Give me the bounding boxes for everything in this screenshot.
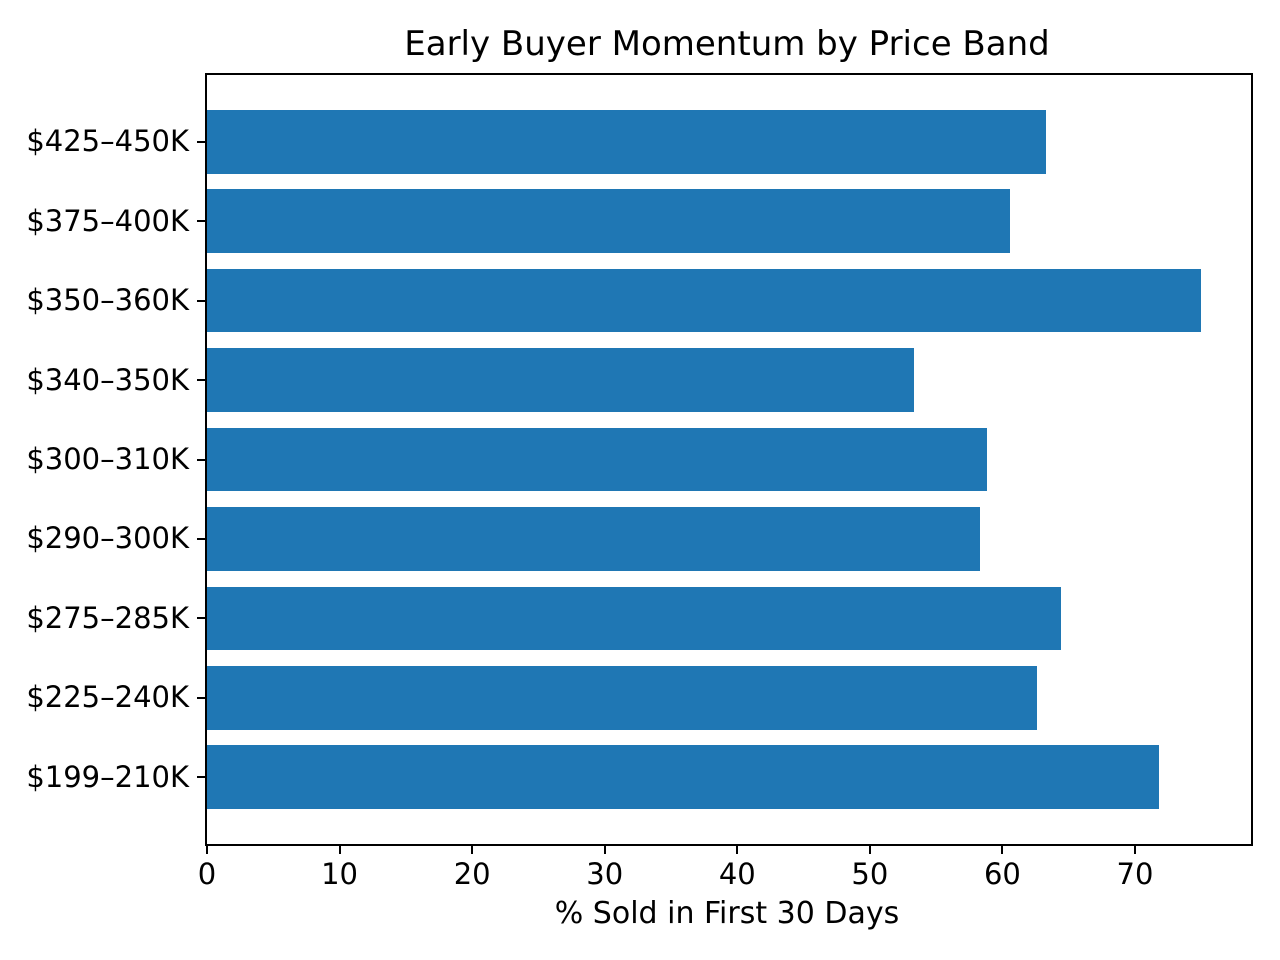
bar (207, 109, 1047, 174)
y-tick-label: $300–310K (26, 442, 189, 476)
x-tick-mark (471, 846, 474, 854)
y-tick-mark (197, 776, 205, 779)
bar (207, 586, 1061, 651)
y-tick-mark (197, 299, 205, 302)
bar (207, 507, 980, 571)
bar (207, 189, 1011, 253)
x-tick-mark (1001, 846, 1004, 854)
y-tick-mark (197, 537, 205, 540)
bar (207, 427, 987, 492)
y-tick-mark (197, 220, 205, 223)
x-tick-mark (206, 846, 208, 854)
x-tick-label: 0 (197, 857, 217, 891)
y-tick-label: $199–210K (26, 759, 189, 794)
chart-title: Early Buyer Momentum by Price Band (404, 24, 1050, 64)
x-tick-mark (1134, 846, 1136, 854)
y-tick-mark (197, 617, 205, 620)
x-tick-mark (603, 846, 606, 854)
bar (207, 268, 1202, 333)
x-tick-mark (736, 846, 739, 854)
y-tick-label: $225–240K (26, 680, 189, 715)
x-axis-label: % Sold in First 30 Days (554, 896, 900, 931)
y-tick-label: $350–360K (26, 283, 189, 318)
plot-area (205, 73, 1253, 846)
x-tick-label: 50 (851, 857, 889, 891)
x-tick-label: 60 (983, 857, 1021, 891)
y-tick-label: $275–285K (26, 600, 189, 635)
y-tick-mark (197, 696, 205, 699)
x-tick-mark (868, 846, 871, 854)
x-tick-label: 20 (453, 857, 491, 891)
y-tick-label: $290–300K (26, 521, 189, 556)
x-tick-label: 10 (321, 857, 359, 891)
y-tick-mark (197, 379, 205, 382)
y-tick-mark (197, 140, 205, 143)
y-tick-mark (197, 458, 205, 461)
x-tick-mark (338, 846, 341, 854)
y-tick-label: $340–350K (26, 362, 189, 397)
bar (207, 348, 914, 412)
bar (207, 666, 1037, 730)
bar (207, 745, 1159, 810)
x-tick-label: 70 (1116, 857, 1154, 891)
x-tick-label: 30 (586, 857, 624, 891)
y-tick-label: $425–450K (26, 124, 189, 159)
y-tick-label: $375–400K (26, 203, 189, 238)
x-tick-label: 40 (718, 857, 756, 891)
